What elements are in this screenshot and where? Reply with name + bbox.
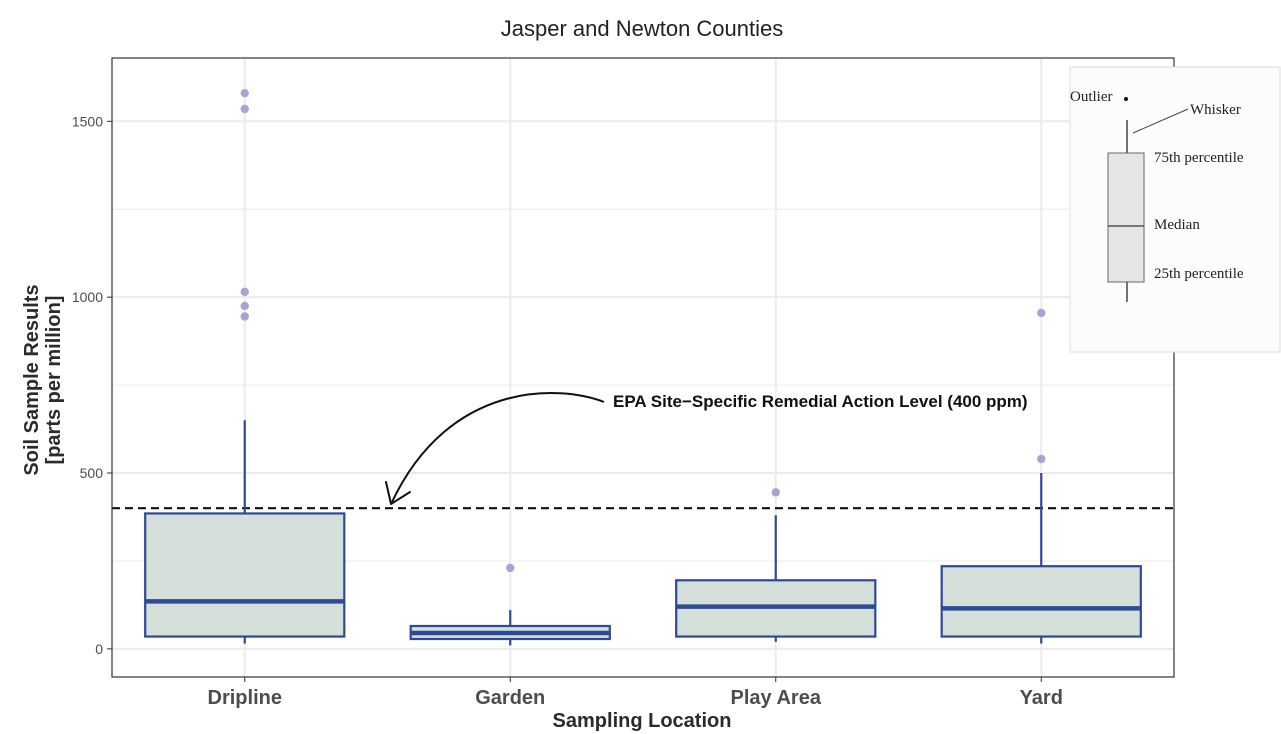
plot-panel-border xyxy=(111,57,1175,678)
legend-outlier-dot xyxy=(1124,97,1128,101)
outliers-group xyxy=(240,88,1046,573)
y-tick-label: 0 xyxy=(95,641,103,657)
annotation-text: EPA Site−Specific Remedial Action Level … xyxy=(613,392,1028,411)
y-tick-label: 500 xyxy=(80,465,104,481)
x-axis-title: Sampling Location xyxy=(553,710,732,732)
annotation-arrow xyxy=(391,392,605,503)
annotation-arrowhead xyxy=(385,481,411,505)
outlier-point xyxy=(1037,308,1046,318)
legend-whisker-label: Whisker xyxy=(1190,102,1241,118)
x-tick-label: Dripline xyxy=(208,687,282,709)
outlier-point xyxy=(1037,454,1046,464)
x-tick-label: Play Area xyxy=(731,687,822,709)
legend-outlier-label: Outlier xyxy=(1070,89,1113,105)
legend-median-label: Median xyxy=(1154,217,1200,233)
legend-p75-label: 75th percentile xyxy=(1154,150,1244,166)
box-iqr xyxy=(940,565,1142,638)
legend-whisker-pointer xyxy=(1132,108,1189,134)
y-axis-title-line-2: [parts per million] xyxy=(43,296,65,465)
outlier-point xyxy=(240,312,249,321)
epa-annotation: EPA Site−Specific Remedial Action Level … xyxy=(385,392,1028,505)
y-tick-label: 1500 xyxy=(72,113,103,129)
outlier-point xyxy=(506,563,515,573)
legend-box xyxy=(1107,152,1145,283)
y-tick-label: 1000 xyxy=(72,289,103,305)
legend-background xyxy=(1069,66,1281,353)
outlier-point xyxy=(240,301,249,311)
y-axis-title-line-1: Soil Sample Results xyxy=(21,284,43,475)
box-legend: Outlier Whisker 75th percentile Median 2… xyxy=(1069,66,1281,353)
chart-title: Jasper and Newton Counties xyxy=(501,16,784,41)
boxes-group xyxy=(144,420,1142,646)
x-tick-label: Yard xyxy=(1020,687,1063,709)
outlier-point xyxy=(240,88,249,98)
x-tick-label: Garden xyxy=(475,687,545,709)
x-axis-ticks: Dripline Garden Play Area Yard xyxy=(208,677,1063,709)
box-iqr xyxy=(144,512,346,638)
legend-p25-label: 25th percentile xyxy=(1154,266,1244,282)
outlier-point xyxy=(240,287,249,297)
outlier-point xyxy=(771,488,780,497)
outlier-point xyxy=(240,104,249,114)
y-axis-ticks: 0 500 1000 1500 xyxy=(72,113,112,657)
